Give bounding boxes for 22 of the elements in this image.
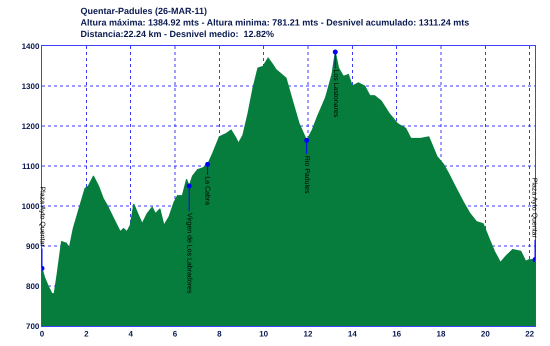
x-tick-label: 0 xyxy=(40,330,45,339)
y-tick-label: 900 xyxy=(26,242,40,251)
y-tick-label: 1100 xyxy=(22,162,40,171)
x-tick-label: 6 xyxy=(172,330,178,339)
x-tick-label: 18 xyxy=(436,330,446,339)
x-tick-label: 12 xyxy=(304,330,314,339)
y-tick-label: 1300 xyxy=(22,82,40,91)
x-tick-label: 14 xyxy=(348,330,358,339)
y-tick-label: 1000 xyxy=(22,202,40,211)
x-tick-label: 20 xyxy=(480,330,490,339)
x-tick-label: 22 xyxy=(525,330,535,339)
y-tick-label: 1200 xyxy=(22,122,40,131)
chart-subtitle: Altura máxima: 1384.92 mts - Altura minima: 781.21 mts - Desnivel acumulado: 1311.24 mts Distancia:22.24 km - Desnivel medio: 12.82% xyxy=(80,18,470,40)
y-tick-label: 1400 xyxy=(22,42,40,51)
y-tick-label: 700 xyxy=(26,322,40,331)
x-tick-label: 8 xyxy=(217,330,222,339)
x-tick-label: 4 xyxy=(128,330,134,339)
x-tick-label: 2 xyxy=(84,330,90,339)
y-tick-label: 800 xyxy=(26,282,40,291)
x-tick-label: 10 xyxy=(259,330,269,339)
x-tick-label: 16 xyxy=(392,330,402,339)
chart-title: Quentar-Padules (26-MAR-11) xyxy=(80,6,207,16)
